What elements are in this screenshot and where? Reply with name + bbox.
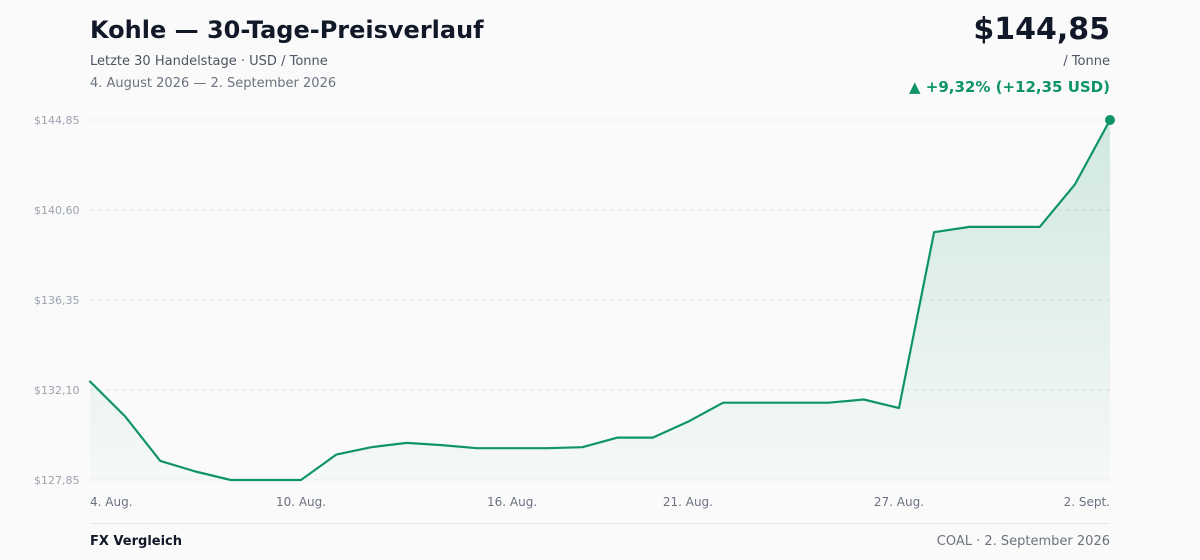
x-axis-ticks: 4. Aug. 10. Aug. 16. Aug. 21. Aug. 27. Aug. 2… bbox=[90, 495, 1110, 509]
brand-name: FX Vergleich bbox=[90, 534, 183, 549]
data-points bbox=[1105, 115, 1115, 125]
date-range: 4. August 2026 — 2. September 2026 bbox=[90, 76, 337, 91]
footer-divider bbox=[90, 523, 1110, 524]
latest-price-marker bbox=[1105, 115, 1115, 125]
source-label: COAL · 2. September 2026 bbox=[936, 534, 1110, 549]
chart-subtitle: Letzte 30 Handelstage · USD / Tonne bbox=[90, 54, 328, 69]
current-price: $144,85 bbox=[973, 12, 1110, 47]
x-tick-label: 10. Aug. bbox=[276, 495, 326, 509]
y-axis-ticks: $144,85 $140,60 $136,35 $132,10 $127,85 bbox=[34, 114, 80, 487]
x-tick-label: 21. Aug. bbox=[663, 495, 713, 509]
price-area bbox=[90, 120, 1110, 480]
price-unit: / Tonne bbox=[1063, 54, 1110, 69]
chart-title: Kohle — 30-Tage-Preisverlauf bbox=[90, 16, 484, 44]
y-tick-label: $127,85 bbox=[34, 474, 80, 487]
x-tick-label: 27. Aug. bbox=[874, 495, 924, 509]
y-tick-label: $140,60 bbox=[34, 204, 80, 217]
y-tick-label: $136,35 bbox=[34, 294, 80, 307]
price-change: ▲ +9,32% (+12,35 USD) bbox=[909, 78, 1110, 96]
x-tick-label: 2. Sept. bbox=[1064, 495, 1110, 509]
y-tick-label: $132,10 bbox=[34, 384, 80, 397]
price-line bbox=[88, 118, 1112, 482]
x-tick-label: 4. Aug. bbox=[90, 495, 133, 509]
x-tick-label: 16. Aug. bbox=[487, 495, 537, 509]
price-chart: $144,85 $140,60 $136,35 $132,10 $127,85 4. A… bbox=[34, 114, 1115, 509]
y-tick-label: $144,85 bbox=[34, 114, 80, 127]
